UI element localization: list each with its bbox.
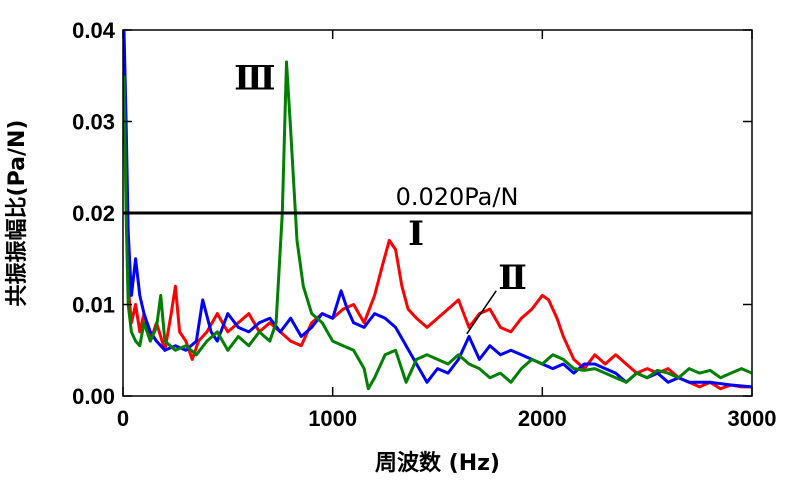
reference-line-label: 0.020Pa/N [396,183,519,211]
y-axis-title: 共振振幅比(Pa/N) [5,120,30,307]
series-label-I: Ⅰ [408,214,424,254]
plot-frame [122,29,753,397]
y-tick-label: 0.01 [72,293,115,318]
x-tick-label: 0 [117,406,129,431]
x-tick-label: 3000 [728,406,777,431]
series-label-III: Ⅲ [234,58,275,98]
x-tick-label: 1000 [308,406,357,431]
series-line-3 [122,60,753,391]
y-tick-label: 0.02 [72,201,115,226]
series-label-II-leader [466,290,497,335]
y-tick-label: 0.04 [72,18,116,43]
series-layer [122,29,753,391]
series-label-II: Ⅱ [498,258,527,298]
x-tick-label: 2000 [518,406,567,431]
series-line-1 [122,48,752,391]
y-tick-label: 0.00 [72,384,115,409]
y-tick-label: 0.03 [72,110,115,135]
x-axis-title: 周波数 (Hz) [375,450,500,476]
